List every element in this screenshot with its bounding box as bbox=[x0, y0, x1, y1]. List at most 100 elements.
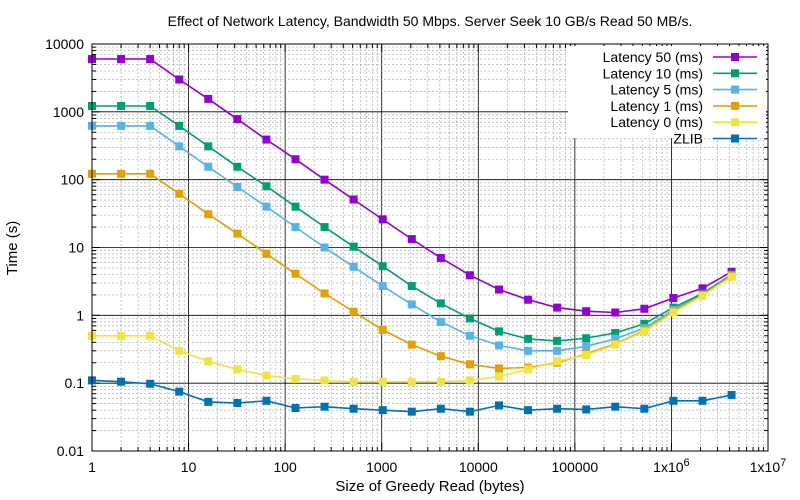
data-point bbox=[669, 308, 678, 317]
data-point bbox=[524, 334, 533, 343]
data-point bbox=[494, 364, 503, 373]
data-point bbox=[320, 402, 329, 411]
x-tick-label: 10 bbox=[181, 459, 197, 475]
data-point bbox=[117, 331, 126, 340]
y-tick-label: 100 bbox=[61, 172, 85, 188]
data-point bbox=[146, 379, 155, 388]
x-tick-label: 1 bbox=[88, 459, 96, 475]
data-point bbox=[582, 351, 591, 360]
data-point bbox=[553, 303, 562, 312]
data-point bbox=[204, 210, 213, 219]
data-point bbox=[582, 307, 591, 316]
data-point bbox=[349, 242, 358, 251]
y-tick-label: 10 bbox=[68, 240, 84, 256]
data-point bbox=[553, 346, 562, 355]
data-point bbox=[175, 387, 184, 396]
data-point bbox=[407, 282, 416, 291]
data-point bbox=[146, 121, 155, 130]
data-point bbox=[436, 254, 445, 263]
data-point bbox=[349, 377, 358, 386]
data-point bbox=[320, 175, 329, 184]
data-point bbox=[320, 223, 329, 232]
data-point bbox=[669, 294, 678, 303]
data-point bbox=[465, 314, 474, 323]
data-point bbox=[320, 289, 329, 298]
data-point bbox=[640, 319, 649, 328]
data-point bbox=[204, 142, 213, 151]
data-point bbox=[582, 342, 591, 351]
legend-marker bbox=[731, 85, 739, 94]
x-tick-label: 1000 bbox=[366, 459, 397, 475]
y-tick-label: 10000 bbox=[45, 36, 84, 52]
y-tick-label: 0.1 bbox=[65, 375, 85, 391]
data-point bbox=[204, 397, 213, 406]
y-tick-label: 1000 bbox=[53, 104, 84, 120]
x-axis-label: Size of Greedy Read (bytes) bbox=[335, 478, 524, 495]
data-point bbox=[640, 404, 649, 413]
data-point bbox=[436, 317, 445, 326]
legend-label: Latency 1 (ms) bbox=[610, 98, 703, 114]
data-point bbox=[262, 202, 271, 211]
data-point bbox=[407, 407, 416, 416]
data-point bbox=[349, 262, 358, 271]
data-point bbox=[727, 390, 736, 399]
data-point bbox=[640, 327, 649, 336]
legend-marker bbox=[731, 118, 739, 127]
data-point bbox=[524, 365, 533, 374]
data-point bbox=[262, 249, 271, 258]
y-tick-label: 0.01 bbox=[57, 443, 84, 459]
data-point bbox=[524, 346, 533, 355]
x-tick-label: 1x106 bbox=[653, 457, 689, 475]
data-point bbox=[262, 396, 271, 405]
data-point bbox=[291, 223, 300, 232]
legend-label: ZLIB bbox=[673, 131, 703, 147]
data-point bbox=[494, 327, 503, 336]
legend: Latency 50 (ms)Latency 10 (ms)Latency 5 … bbox=[568, 46, 766, 147]
data-point bbox=[117, 377, 126, 386]
data-point bbox=[669, 396, 678, 405]
data-point bbox=[727, 272, 736, 281]
data-point bbox=[465, 331, 474, 340]
data-point bbox=[698, 291, 707, 300]
data-point bbox=[553, 404, 562, 413]
data-point bbox=[611, 402, 620, 411]
data-point bbox=[233, 115, 242, 124]
data-point bbox=[175, 142, 184, 151]
x-tick-label: 100 bbox=[273, 459, 297, 475]
data-point bbox=[378, 215, 387, 224]
data-point bbox=[320, 243, 329, 252]
data-point bbox=[349, 404, 358, 413]
data-point bbox=[582, 334, 591, 343]
y-axis-label: Time (s) bbox=[4, 221, 21, 275]
data-point bbox=[233, 365, 242, 374]
data-point bbox=[494, 401, 503, 410]
data-point bbox=[698, 396, 707, 405]
data-point bbox=[233, 399, 242, 408]
data-point bbox=[611, 340, 620, 349]
data-point bbox=[407, 300, 416, 309]
data-point bbox=[262, 371, 271, 380]
data-point bbox=[262, 182, 271, 191]
x-tick-label: 1x107 bbox=[750, 457, 786, 475]
data-point bbox=[146, 331, 155, 340]
legend-marker bbox=[731, 69, 739, 78]
data-point bbox=[553, 336, 562, 345]
data-point bbox=[320, 376, 329, 385]
data-point bbox=[291, 202, 300, 211]
data-point bbox=[465, 360, 474, 369]
data-point bbox=[233, 229, 242, 238]
data-point bbox=[407, 235, 416, 244]
data-point bbox=[407, 340, 416, 349]
data-point bbox=[611, 334, 620, 343]
data-point bbox=[175, 346, 184, 355]
series-group bbox=[88, 55, 736, 416]
data-point bbox=[146, 169, 155, 178]
data-point bbox=[611, 328, 620, 337]
data-point bbox=[378, 325, 387, 334]
data-point bbox=[378, 282, 387, 291]
data-point bbox=[204, 357, 213, 366]
data-point bbox=[640, 304, 649, 313]
data-point bbox=[494, 372, 503, 381]
data-point bbox=[349, 195, 358, 204]
